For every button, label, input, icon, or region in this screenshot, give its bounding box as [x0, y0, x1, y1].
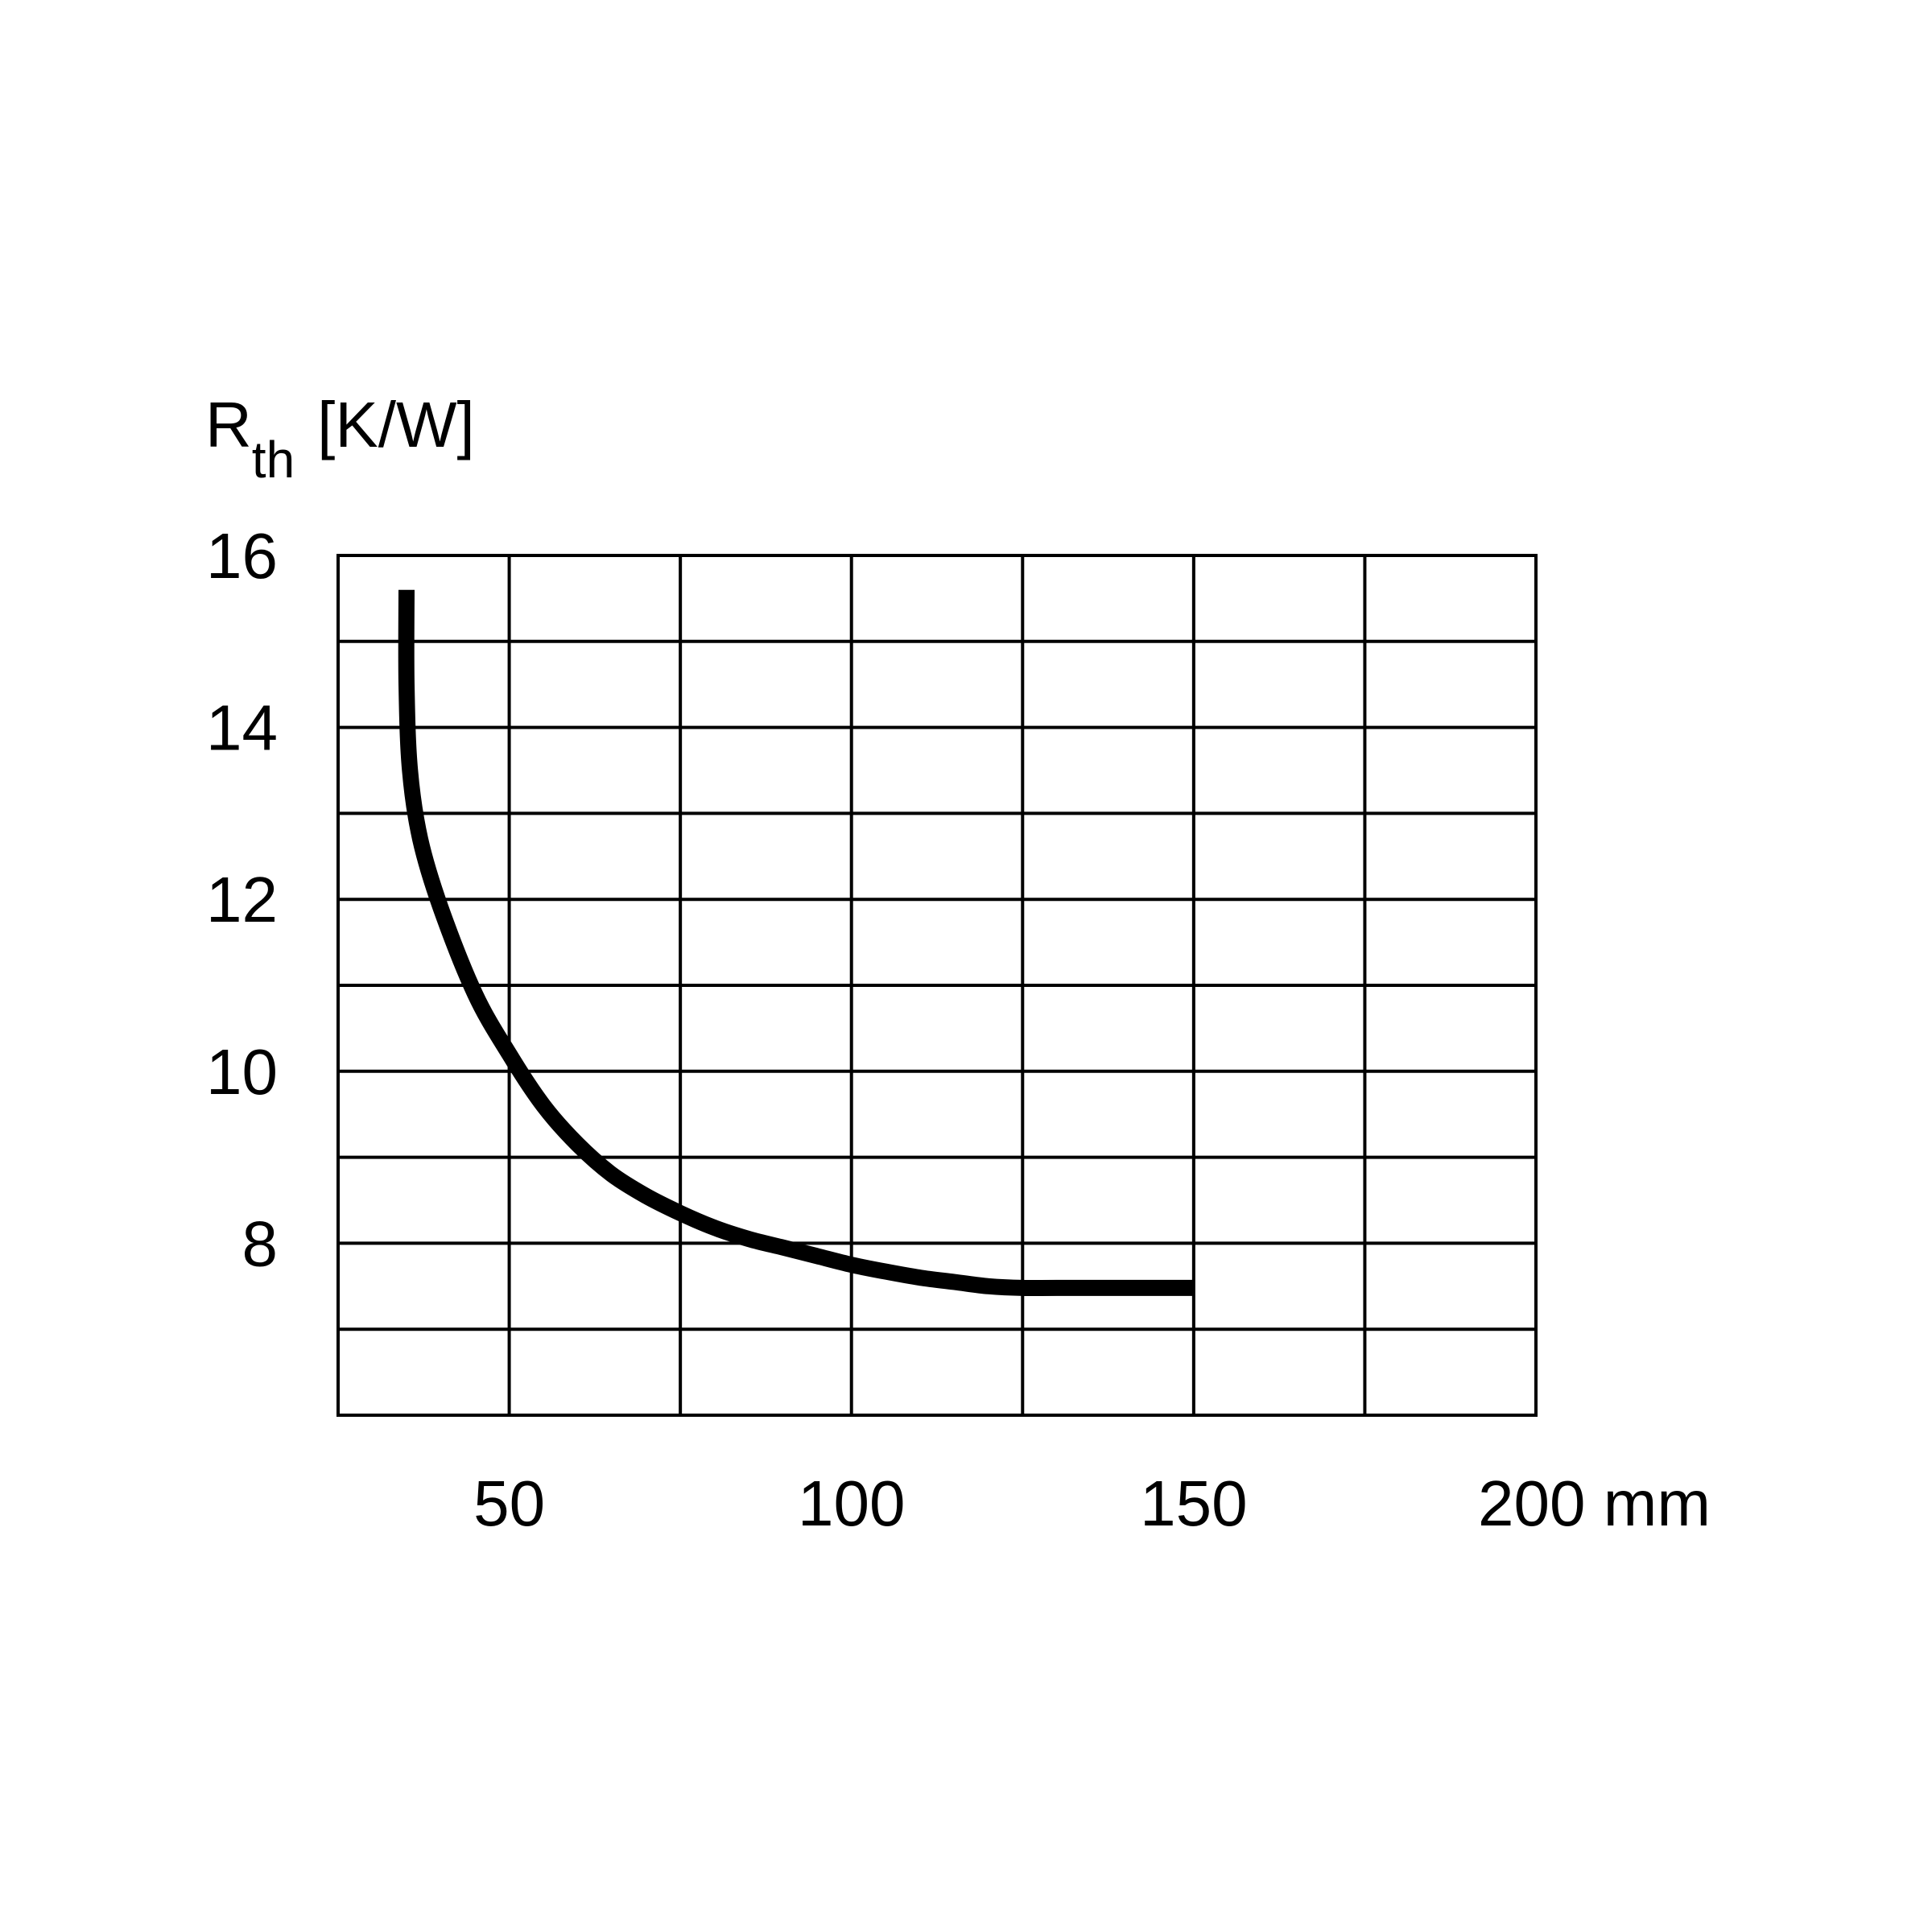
x-tick-labels: 50 100 150 200 mm: [473, 1468, 1711, 1539]
x-tick-label: 50: [473, 1468, 545, 1539]
chart-grid: [338, 555, 1536, 1415]
y-axis-subscript: th: [252, 431, 295, 489]
y-tick-label: 10: [206, 1036, 278, 1108]
y-tick-label: 8: [242, 1208, 279, 1279]
x-tick-label: 150: [1140, 1468, 1247, 1539]
plot-frame: [336, 554, 1538, 1417]
series-line-0: [398, 589, 1194, 1297]
y-axis-symbol: R: [205, 389, 252, 460]
y-tick-label: 16: [206, 520, 278, 592]
y-tick-label: 14: [206, 692, 278, 764]
y-axis-unit: [K/W]: [317, 389, 475, 460]
x-tick-label: 200 mm: [1478, 1468, 1711, 1539]
curve-layer: [398, 589, 1194, 1297]
y-tick-label: 12: [206, 864, 278, 935]
x-tick-label: 100: [798, 1468, 905, 1539]
y-tick-labels: 8 10 12 14 16: [206, 520, 278, 1279]
y-axis-label: Rth [K/W]: [205, 389, 475, 489]
